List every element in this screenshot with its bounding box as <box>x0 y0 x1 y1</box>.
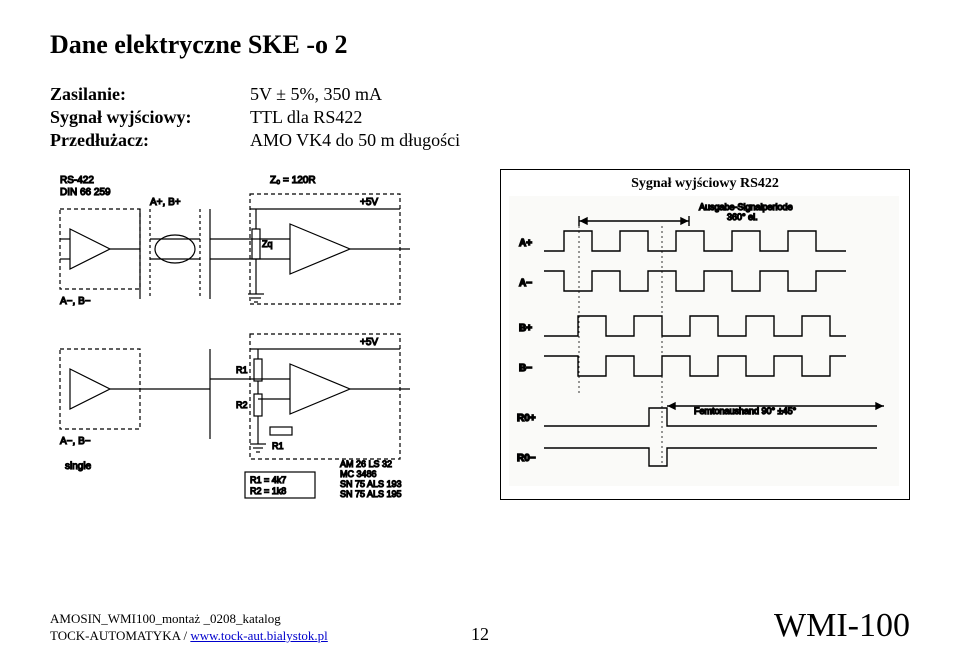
page-title: Dane elektryczne SKE -o 2 <box>50 30 910 60</box>
spec-table: Zasilanie: 5V ± 5%, 350 mA Sygnał wyjści… <box>50 84 910 151</box>
spec-label-2: Sygnał wyjściowy: <box>50 107 250 128</box>
waveform-panel: Sygnał wyjściowy RS422 Ausgabe-Signalper… <box>500 169 910 500</box>
single-label: single <box>65 461 92 472</box>
ab-bot-label-2: A−, B− <box>60 436 91 447</box>
footer-line2-prefix: TOCK-AUTOMATYKA / <box>50 628 190 643</box>
req-2: R2 = 1k8 <box>250 486 286 496</box>
waveform-diagram: Ausgabe-Signalperiode 360° el. A+ A− B+ … <box>509 196 899 486</box>
note-4: SN 75 ALS 195 <box>340 489 402 499</box>
waveform-title: Sygnał wyjściowy RS422 <box>509 176 901 192</box>
spec-value-1: 5V ± 5%, 350 mA <box>250 84 382 105</box>
spec-label-3: Przedłużacz: <box>50 130 250 151</box>
wave-top-label: Ausgabe-Signalperiode <box>699 202 793 212</box>
sig-Rn: R0− <box>517 453 536 464</box>
note-1: AM 26 LS 32 <box>340 459 392 469</box>
r2-label: R2 <box>236 400 248 410</box>
footer-link[interactable]: www.tock-aut.bialystok.pl <box>190 628 327 643</box>
z0-label: Z₀ = 120R <box>270 175 316 186</box>
ab-top-label: A+, B+ <box>150 197 181 208</box>
page-footer: AMOSIN_WMI100_montaż _0208_katalog TOCK-… <box>50 607 910 645</box>
model-number: WMI-100 <box>774 607 910 645</box>
sig-Rp: R0+ <box>517 413 536 424</box>
sig-Bp: B+ <box>519 323 532 334</box>
r1-label: R1 <box>236 365 248 375</box>
note-3: SN 75 ALS 193 <box>340 479 402 489</box>
sig-Ap: A+ <box>519 238 532 249</box>
plus5v-2: +5V <box>360 337 378 348</box>
footer-line1: AMOSIN_WMI100_montaż _0208_katalog <box>50 610 328 628</box>
plus5v-1: +5V <box>360 197 378 208</box>
wave-bottom-label: Femtonaushand 90° ±45° <box>694 406 797 416</box>
spec-value-2: TTL dla RS422 <box>250 107 362 128</box>
note-2: MC 3486 <box>340 469 377 479</box>
zq-label: Zq <box>262 239 273 249</box>
r1-bottom: R1 <box>272 441 284 451</box>
rs422-label: RS-422 <box>60 175 94 186</box>
wave-top-sub: 360° el. <box>727 212 758 222</box>
spec-label-1: Zasilanie: <box>50 84 250 105</box>
circuit-diagram: RS-422 DIN 66 259 Z₀ = 120R A−, B− <box>50 169 490 509</box>
spec-value-3: AMO VK4 do 50 m długości <box>250 130 460 151</box>
req-1: R1 = 4k7 <box>250 475 286 485</box>
din-label: DIN 66 259 <box>60 187 111 198</box>
page-number: 12 <box>471 624 489 645</box>
sig-Bn: B− <box>519 363 532 374</box>
sig-An: A− <box>519 278 532 289</box>
ab-bot-label-1: A−, B− <box>60 296 91 307</box>
